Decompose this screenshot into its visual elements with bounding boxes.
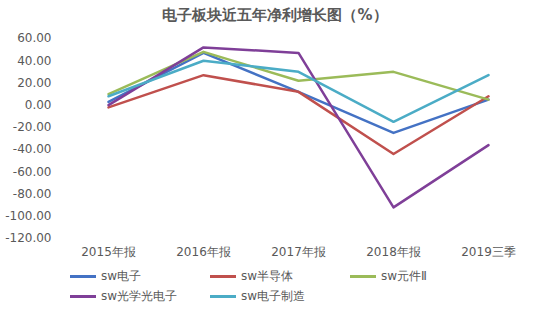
- svg-text:-80.00: -80.00: [13, 187, 52, 201]
- html-text:sw半导体: sw半导体: [241, 268, 294, 283]
- html-text:sw元件Ⅱ: sw元件Ⅱ: [381, 268, 427, 283]
- svg-text:2019三季: 2019三季: [461, 245, 516, 259]
- svg-text:2015年报: 2015年报: [81, 245, 136, 259]
- svg-text:2017年报: 2017年报: [271, 245, 326, 259]
- svg-text:20.00: 20.00: [17, 76, 51, 90]
- html-text:sw光学光电子: sw光学光电子: [101, 288, 178, 303]
- html-text:电子板块近五年净利增长图（%）: 电子板块近五年净利增长图（%）: [162, 6, 388, 24]
- svg-text:2016年报: 2016年报: [176, 245, 231, 259]
- svg-text:-60.00: -60.00: [13, 165, 52, 179]
- html-text:sw电子: sw电子: [101, 268, 142, 283]
- svg-text:0.00: 0.00: [25, 98, 52, 112]
- svg-text:60.00: 60.00: [17, 31, 51, 45]
- svg-text:40.00: 40.00: [17, 54, 51, 68]
- svg-text:2018年报: 2018年报: [366, 245, 421, 259]
- svg-text:-120.00: -120.00: [5, 231, 51, 245]
- svg-text:-20.00: -20.00: [13, 120, 52, 134]
- svg-text:-40.00: -40.00: [13, 142, 52, 156]
- html-text:sw电子制造: sw电子制造: [241, 288, 306, 303]
- svg-text:-100.00: -100.00: [5, 209, 51, 223]
